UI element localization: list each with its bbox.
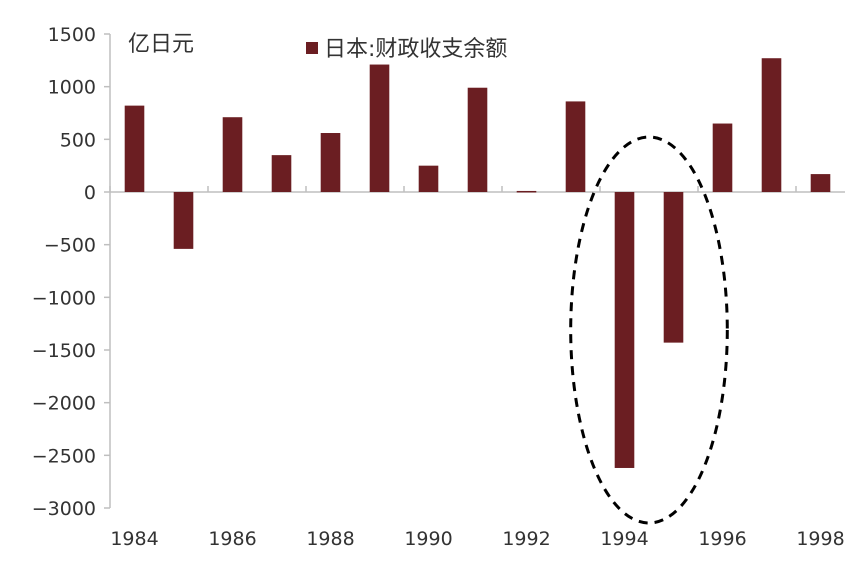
- y-tick-label: −500: [44, 235, 96, 257]
- x-tick-label: 1994: [600, 528, 648, 550]
- bar-1992: [516, 190, 537, 193]
- y-tick-label: −2000: [32, 393, 96, 415]
- y-tick-label: 1000: [48, 77, 96, 99]
- legend-label: 日本:财政收支余额: [324, 37, 507, 62]
- highlight-ellipse: [569, 135, 729, 525]
- y-tick-label: 500: [60, 129, 96, 151]
- x-tick-label: 1986: [208, 528, 256, 550]
- y-axis-ticks: 1500 1000 500 0 −500 −1000 −1500 −2000 −2500 −300…: [32, 24, 110, 520]
- bar-1995: [663, 192, 684, 343]
- x-tick-label: 1998: [796, 528, 844, 550]
- y-tick-label: −2500: [32, 445, 96, 467]
- x-tick-label: 1996: [698, 528, 746, 550]
- y-tick-label: −1500: [32, 340, 96, 362]
- y-tick-label: 0: [84, 182, 96, 204]
- bar-1985: [173, 192, 194, 249]
- legend: 日本:财政收支余额: [306, 37, 507, 62]
- bar-1990: [418, 165, 439, 192]
- bar-1988: [320, 133, 341, 192]
- bar-1987: [271, 155, 292, 192]
- bar-1994: [614, 192, 635, 468]
- y-axis-unit-label: 亿日元: [128, 32, 194, 57]
- legend-swatch: [306, 42, 318, 54]
- bar-1991: [467, 87, 488, 192]
- bar-1996: [712, 123, 733, 192]
- bar-1984: [124, 105, 145, 192]
- x-tick-label: 1984: [110, 528, 158, 550]
- y-tick-label: −3000: [32, 498, 96, 520]
- bars: [124, 58, 831, 468]
- x-tick-label: 1990: [404, 528, 452, 550]
- bar-1997: [761, 58, 782, 192]
- x-tick-label: 1988: [306, 528, 354, 550]
- bar-1986: [222, 117, 243, 192]
- x-axis-ticks: 1984 1986 1988 1990 1992 1994 1996 1998: [109, 186, 845, 550]
- bar-1998: [810, 174, 831, 192]
- y-tick-label: −1000: [32, 287, 96, 309]
- x-tick-label: 1992: [502, 528, 550, 550]
- bar-1989: [369, 64, 390, 192]
- y-tick-label: 1500: [48, 24, 96, 46]
- bar-1993: [565, 101, 586, 192]
